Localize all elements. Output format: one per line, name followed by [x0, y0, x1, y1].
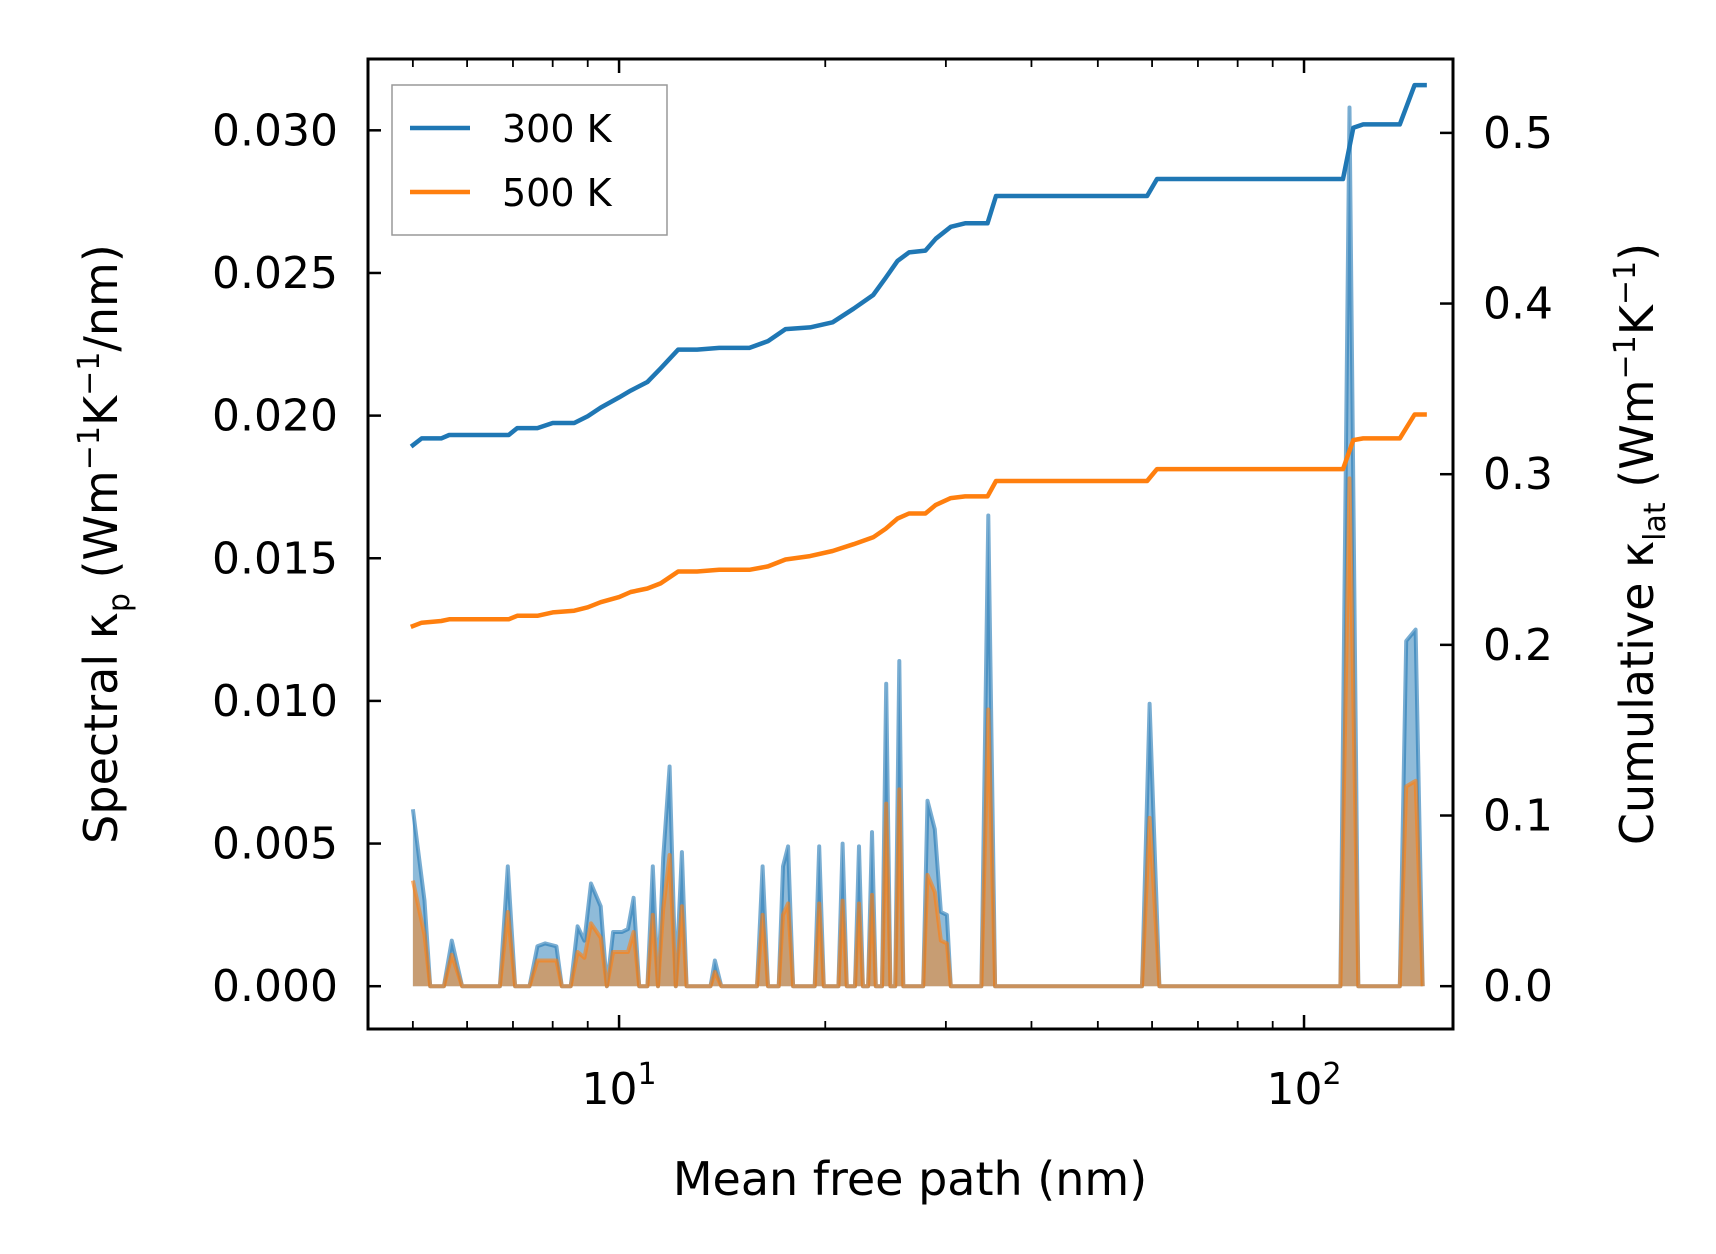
x-tick-label-exponent: 2	[1322, 1057, 1341, 1092]
y-axis-title-left: Spectral κp (Wm−1K−1/nm)	[72, 244, 137, 844]
y-right-tick-label: 0.2	[1483, 620, 1553, 671]
y-axis-title-right: Cumulative κlat (Wm−1K−1)	[1608, 243, 1673, 845]
legend: 300 K 500 K	[391, 84, 668, 236]
cumulative-line-500-k	[409, 412, 1427, 630]
y-right-label-tail: )	[1610, 243, 1664, 261]
y-left-label-main: Spectral κ	[74, 612, 128, 844]
y-right-label-k: K	[1610, 303, 1664, 335]
x-tick-label: 102	[1266, 1057, 1341, 1115]
y-left-label-exp1: −1	[72, 426, 107, 470]
ticks-layer: 0.000 0.005 0.010 0.015 0.020 0.025 0.030 0.0 0.…	[212, 59, 1553, 1115]
y-right-label-exp2: −1	[1608, 261, 1643, 305]
y-left-tick-label: 0.020	[212, 391, 338, 442]
y-left-tick-label: 0.015	[212, 533, 338, 584]
y-right-label-main: Cumulative κ	[1610, 541, 1664, 845]
x-tick-label: 101	[582, 1057, 657, 1115]
y-left-tick-label: 0.025	[212, 248, 338, 299]
cumulative-line-300-k	[409, 82, 1427, 449]
y-left-tick-label: 0.000	[212, 961, 338, 1012]
y-right-tick-label: 0.4	[1483, 279, 1553, 330]
y-right-tick-label: 0.5	[1483, 108, 1553, 159]
y-left-label-k: K	[74, 394, 128, 426]
legend-label-300k: 300 K	[502, 107, 613, 151]
y-right-tick-label: 0.3	[1483, 449, 1553, 500]
plot-frame	[366, 57, 1455, 1031]
y-left-label-unit: (Wm	[74, 470, 128, 593]
y-right-label-sub: lat	[1638, 502, 1673, 541]
y-left-tick-label: 0.030	[212, 105, 338, 156]
x-tick-label-exponent: 1	[638, 1057, 657, 1092]
legend-box	[391, 84, 668, 236]
y-left-label-sub: p	[102, 593, 137, 612]
y-right-label-unit: (Wm	[1610, 379, 1664, 502]
y-right-tick-label: 0.0	[1483, 961, 1553, 1012]
x-tick-label-base: 10	[1266, 1064, 1322, 1115]
cumulative-layer	[409, 82, 1427, 630]
x-axis-title: Mean free path (nm)	[673, 1152, 1147, 1206]
x-tick-label-base: 10	[582, 1064, 638, 1115]
y-left-tick-label: 0.010	[212, 676, 338, 727]
legend-label-500k: 500 K	[502, 171, 613, 215]
y-left-tick-label: 0.005	[212, 819, 338, 870]
spectral-layer	[410, 105, 1425, 989]
y-left-label-tail: /nm)	[74, 244, 128, 351]
y-right-label-exp1: −1	[1608, 335, 1643, 379]
spectral-line-500-k-spectral	[410, 476, 1425, 989]
y-right-tick-label: 0.1	[1483, 791, 1553, 842]
y-left-label-exp2: −1	[72, 352, 107, 396]
